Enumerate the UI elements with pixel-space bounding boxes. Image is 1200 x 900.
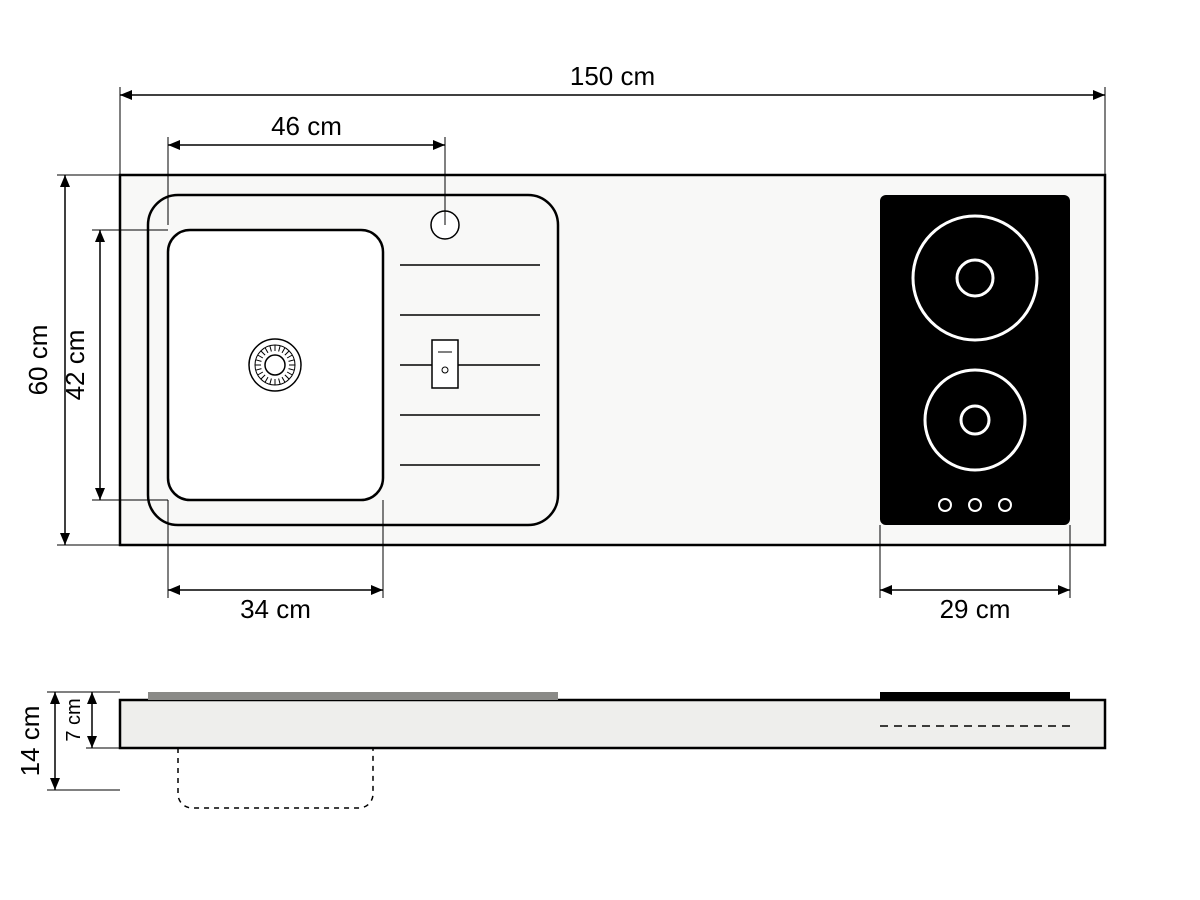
basin-hidden-outline xyxy=(178,748,373,808)
dim-sink-width: 46 cm xyxy=(271,111,342,141)
dim-basin-width: 34 cm xyxy=(240,594,311,624)
overflow-control xyxy=(432,340,458,388)
cooktop xyxy=(880,195,1070,525)
dim-cooktop-width: 29 cm xyxy=(940,594,1011,624)
dim-counter-depth: 60 cm xyxy=(23,325,53,396)
dim-total-width: 150 cm xyxy=(570,61,655,91)
drain-plug xyxy=(265,355,285,375)
cooktop-side-profile xyxy=(880,692,1070,700)
dim-side-upper: 7 cm xyxy=(63,698,85,741)
dim-basin-depth: 42 cm xyxy=(60,330,90,401)
countertop-side-view xyxy=(120,700,1105,748)
sink-side-profile xyxy=(148,692,558,700)
dim-side-height: 14 cm xyxy=(15,706,45,777)
